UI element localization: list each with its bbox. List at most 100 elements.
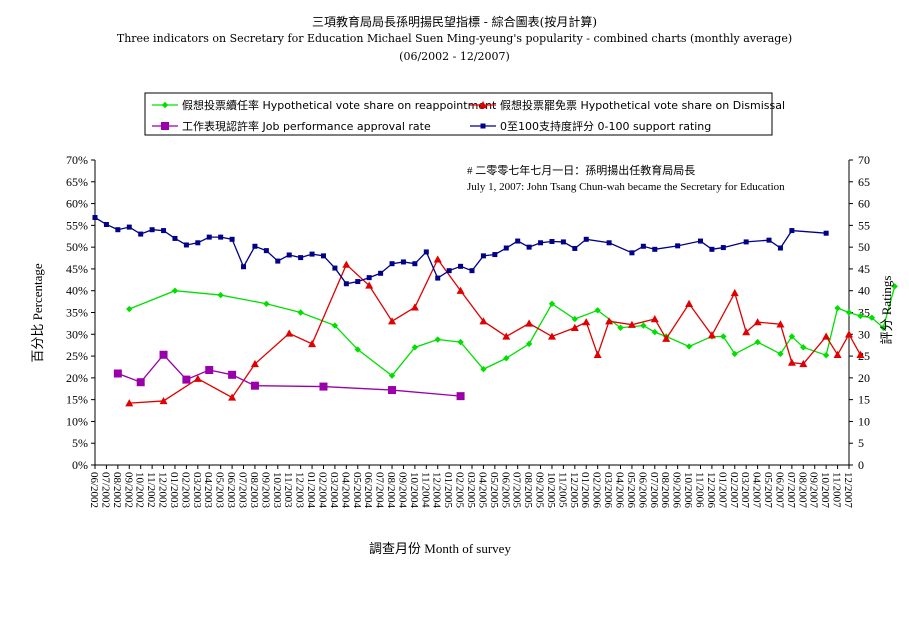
series-2-point [833,350,842,358]
series-2-point [456,286,465,294]
series-1-point [868,314,876,321]
legend-label: 假想投票罷免票 Hypothetical vote share on Dismi… [500,98,785,112]
series-2-point [547,332,556,340]
series-1-point [857,312,864,320]
x-tick-label: 05/2007 [762,472,774,509]
x-tick-label: 06/2005 [499,472,511,509]
x-tick-label: 09/2006 [671,472,683,509]
series-4-point [161,228,167,234]
series-1-point [480,365,487,373]
x-tick-label: 05/2003 [214,472,226,509]
series-2-point [845,330,853,338]
series-2-point [250,359,259,368]
series-1-point [525,340,533,348]
y-left-tick-label: 70% [66,153,88,167]
series-4-point [743,239,749,245]
series-2-point [570,323,579,331]
legend-label: 0至100支持度評分 0-100 support rating [500,119,711,133]
y-left-tick-label: 40% [66,284,88,298]
series-3-point [456,392,465,401]
series-1-line [129,286,896,377]
series-1-point [720,333,727,340]
series-2-point [388,317,397,325]
series-4-point [378,270,384,276]
series-1-point [331,322,339,329]
x-tick-label: 10/2002 [134,472,146,508]
y-left-tick-label: 35% [66,306,88,320]
series-4-point [389,261,395,267]
x-tick-label: 12/2004 [431,472,443,509]
series-4-point [606,240,612,246]
series-1-point [834,304,841,312]
series-2-point [502,332,511,340]
legend-swatch-marker [161,101,169,109]
series-2-point [159,396,168,405]
chart-title-zh: 三項教育局局長孫明揚民望指標 - 綜合圖表(按月計算) [311,15,598,29]
legend: 假想投票續任率 Hypothetical vote share on reapp… [152,98,785,133]
x-tick-label: 08/2006 [659,472,671,509]
x-tick-label: 07/2003 [237,472,249,509]
y-axis-right-label: 評分 Ratings [879,276,894,345]
series-2-point [285,329,294,337]
x-tick-label: 12/2002 [157,472,169,508]
series-1-point [891,283,898,290]
series-4-line [94,216,827,285]
x-tick-label: 06/2007 [773,472,785,509]
series-4-point [503,245,509,251]
series-1-point [731,350,738,358]
y-left-tick-label: 25% [66,349,88,363]
axes: 0% 5% 10% 15% 20% 25% 30% 35% 40% 45% 50% 55% 60% 65%… [66,153,870,509]
x-tick-label: 06/2004 [362,472,374,509]
x-tick-label: 08/2007 [796,472,808,509]
series-4-point [458,263,464,269]
x-tick-label: 02/2003 [179,472,191,509]
y-right-tick-label: 15 [858,393,870,407]
series-2-point [365,281,374,289]
series-1-point [754,338,761,346]
x-tick-label: 07/2002 [99,472,111,508]
series-group [92,215,898,407]
x-tick-label: 12/2006 [705,472,717,509]
series-1-point [457,338,464,346]
series-4-point [515,238,521,244]
x-tick-label: 03/2007 [739,472,751,509]
x-tick-label: 07/2005 [511,472,523,509]
series-4-point [560,239,566,245]
y-left-tick-label: 15% [66,393,88,407]
series-1-point [685,343,693,350]
x-tick-label: 09/2004 [396,472,408,509]
series-4-point [823,230,829,236]
x-tick-label: 09/2003 [259,472,271,509]
series-2-point [479,317,488,325]
x-tick-label: 07/2007 [785,472,797,509]
series-2-point [193,374,202,382]
y-left-tick-label: 45% [66,262,88,276]
x-tick-label: 02/2005 [454,472,466,509]
y-right-tick-label: 55 [858,218,870,232]
x-tick-label: 08/2005 [522,472,534,509]
series-2-point [742,328,751,336]
series-4-point [172,235,178,241]
series-2-point [342,260,351,268]
series-4-point [183,242,189,248]
x-tick-label: 01/2006 [579,472,591,509]
y-left-tick-label: 55% [66,218,88,232]
series-4-point [789,228,795,234]
series-4-point [697,238,703,244]
y-left-tick-label: 5% [72,436,88,450]
series-4-point [652,246,658,252]
series-2-point [662,334,671,342]
series-4-point [138,231,144,237]
series-3-point [182,375,191,384]
series-4-point [103,221,109,227]
x-tick-label: 02/2007 [728,472,740,509]
series-4-point [777,245,783,251]
series-4-point [320,253,326,259]
chart-title-en: Three indicators on Secretary for Educat… [116,32,793,45]
series-1-point [434,336,441,343]
legend-label: 假想投票續任率 Hypothetical vote share on reapp… [182,98,497,112]
x-tick-label: 04/2003 [202,472,214,509]
series-4-point [195,240,201,246]
series-4-point [469,268,475,274]
x-tick-label: 05/2006 [625,472,637,509]
